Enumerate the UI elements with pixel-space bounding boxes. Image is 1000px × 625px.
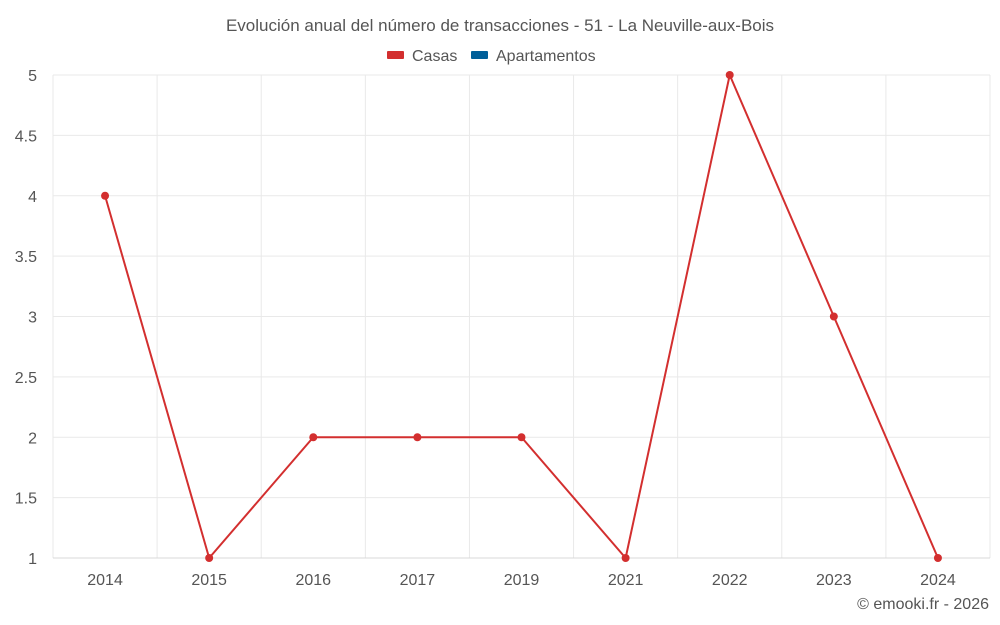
- data-point-casas: [413, 433, 422, 442]
- legend: Casas Apartamentos: [387, 48, 596, 65]
- x-tick-label: 2024: [920, 572, 956, 589]
- data-point-casas: [725, 71, 734, 79]
- x-tick-label: 2016: [295, 572, 331, 589]
- x-tick-label: 2023: [816, 572, 852, 589]
- y-tick-label: 4: [28, 189, 37, 206]
- x-tick-label: 2015: [191, 572, 227, 589]
- data-point-casas: [517, 433, 526, 442]
- x-tick-label: 2014: [87, 572, 123, 589]
- legend-label-apartamentos: Apartamentos: [496, 48, 596, 65]
- legend-swatch-casas: [387, 51, 404, 59]
- legend-label-casas: Casas: [412, 48, 457, 65]
- y-axis: 1 1.5 2 2.5 3 3.5 4 4.5 5: [15, 68, 37, 568]
- chart-title: Evolución anual del número de transaccio…: [226, 16, 774, 35]
- x-axis: 2014 2015 2016 2017 2019 2021 2022 2023 2024: [53, 557, 990, 589]
- y-tick-label: 3.5: [15, 249, 37, 266]
- data-point-casas: [101, 191, 110, 200]
- legend-swatch-apartamentos: [471, 51, 488, 59]
- y-tick-label: 3: [28, 310, 37, 327]
- data-point-casas: [621, 554, 630, 562]
- y-tick-label: 2.5: [15, 370, 37, 387]
- legend-item-apartamentos[interactable]: Apartamentos: [471, 48, 596, 65]
- data-point-casas: [933, 554, 942, 562]
- data-point-casas: [205, 554, 214, 562]
- data-point-casas: [829, 312, 838, 321]
- y-tick-label: 1: [28, 551, 37, 568]
- y-tick-label: 2: [28, 430, 37, 447]
- chart-credit: © emooki.fr - 2026: [857, 596, 989, 613]
- series-layer: [101, 71, 942, 562]
- legend-item-casas[interactable]: Casas: [387, 48, 457, 65]
- y-tick-label: 1.5: [15, 491, 37, 508]
- x-tick-label: 2019: [504, 572, 540, 589]
- x-tick-label: 2017: [400, 572, 436, 589]
- x-tick-label: 2021: [608, 572, 644, 589]
- data-point-casas: [309, 433, 318, 442]
- x-tick-label: 2022: [712, 572, 748, 589]
- grid: [52, 74, 991, 559]
- y-tick-label: 5: [28, 68, 37, 85]
- y-tick-label: 4.5: [15, 128, 37, 145]
